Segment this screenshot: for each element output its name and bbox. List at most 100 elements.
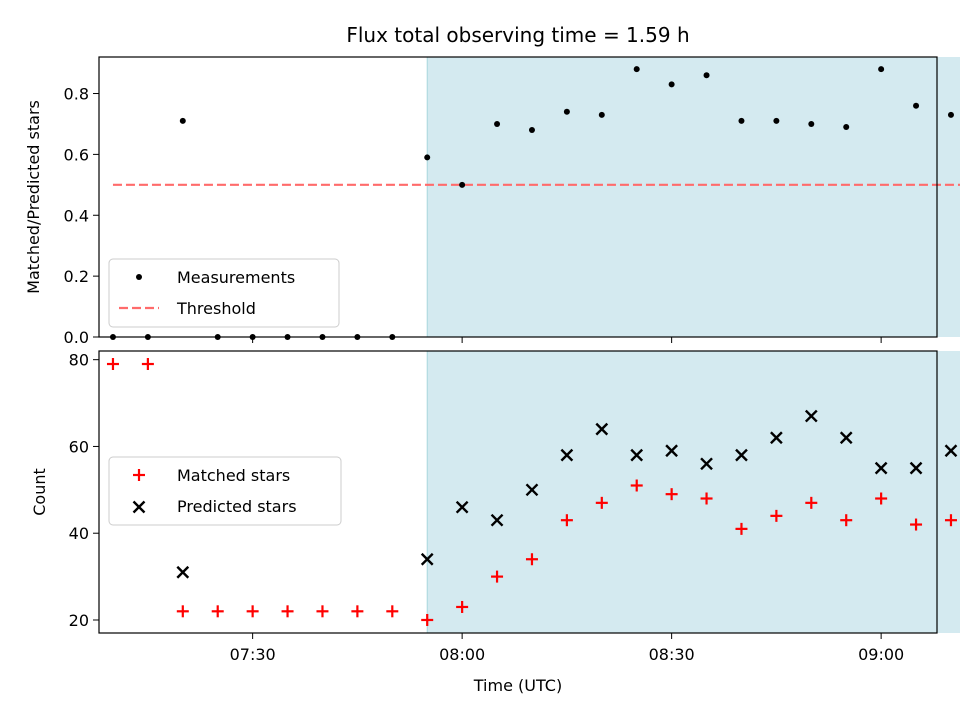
measurement-point bbox=[773, 117, 780, 124]
y-tick-label: 0.6 bbox=[64, 145, 89, 164]
chart-title: Flux total observing time = 1.59 h bbox=[346, 23, 689, 47]
predicted-star-point-b bbox=[595, 422, 609, 436]
top-legend-box bbox=[108, 258, 340, 328]
x-axis-label: Time (UTC) bbox=[473, 676, 562, 695]
matched-star-point bbox=[141, 358, 154, 371]
predicted-star-point bbox=[944, 444, 958, 458]
predicted-star-point-b bbox=[944, 444, 958, 458]
x-tick-label: 08:00 bbox=[439, 645, 485, 664]
predicted-star-point-b bbox=[455, 500, 469, 514]
matched-star-point bbox=[386, 605, 399, 618]
y-tick-label: 0.2 bbox=[64, 267, 89, 286]
x-tick-label: 08:30 bbox=[649, 645, 695, 664]
predicted-star-point-b bbox=[700, 457, 713, 471]
matched-star-point bbox=[491, 570, 504, 583]
predicted-star-point-b bbox=[560, 448, 574, 462]
predicted-star-point bbox=[665, 444, 678, 458]
matched-star-point bbox=[316, 605, 329, 618]
predicted-star-point-b bbox=[874, 461, 888, 475]
measurement-point bbox=[738, 117, 745, 124]
y-tick-label: 0.8 bbox=[64, 85, 89, 104]
y-tick-label: 60 bbox=[69, 437, 89, 456]
measurement-point bbox=[633, 66, 640, 73]
predicted-star-point bbox=[525, 483, 539, 497]
predicted-star-point bbox=[630, 448, 644, 462]
matched-star-point bbox=[281, 605, 294, 618]
predicted-star-point bbox=[735, 448, 748, 462]
predicted-star-point bbox=[420, 552, 434, 566]
top-panel: 0.0 0.2 0.4 0.6 0.8 Matched/Predicted stars Me… bbox=[24, 56, 960, 347]
measurement-point bbox=[878, 66, 885, 73]
top-legend: Measurements Threshold bbox=[108, 258, 340, 328]
legend-matched-marker bbox=[133, 469, 145, 481]
legend-predicted-label: Predicted stars bbox=[177, 497, 297, 516]
predicted-star-point-b bbox=[735, 448, 748, 462]
predicted-star-point bbox=[560, 448, 574, 462]
matched-star-point bbox=[176, 605, 189, 618]
matched-star-point bbox=[421, 613, 434, 626]
predicted-star-point bbox=[176, 565, 190, 579]
observing-interval-shade bbox=[427, 351, 960, 633]
predicted-star-point-b bbox=[839, 431, 853, 445]
matched-star-point bbox=[560, 514, 573, 527]
matched-star-point bbox=[665, 488, 678, 501]
predicted-star-point-b bbox=[176, 565, 190, 579]
predicted-star-point-b bbox=[770, 431, 783, 445]
predicted-star-point bbox=[490, 513, 504, 527]
legend-matched-label: Matched stars bbox=[177, 466, 290, 485]
legend-measurements-label: Measurements bbox=[177, 268, 295, 287]
predicted-star-point bbox=[874, 461, 888, 475]
predicted-star-point-b bbox=[909, 461, 923, 475]
measurement-point bbox=[563, 108, 570, 115]
matched-star-point bbox=[351, 605, 364, 618]
bottom-plot-frame bbox=[98, 350, 938, 634]
matched-star-point bbox=[211, 605, 224, 618]
matched-star-point bbox=[525, 553, 538, 566]
matched-star-point bbox=[910, 518, 923, 531]
predicted-star-point-b bbox=[630, 448, 644, 462]
y-tick-label: 20 bbox=[69, 611, 89, 630]
measurement-point bbox=[843, 124, 850, 130]
predicted-star-point-b bbox=[420, 552, 434, 566]
observing-interval-shade bbox=[427, 57, 960, 337]
top-plot-frame bbox=[98, 56, 938, 338]
y-tick-label: 0.4 bbox=[64, 206, 89, 225]
legend-predicted-marker-b bbox=[132, 500, 146, 514]
predicted-star-point-b bbox=[804, 409, 818, 423]
matched-star-point bbox=[770, 509, 783, 522]
y-axis-label: Matched/Predicted stars bbox=[24, 100, 43, 294]
matched-star-point bbox=[106, 358, 119, 371]
y-tick-label: 0.0 bbox=[64, 328, 89, 347]
predicted-star-point bbox=[595, 422, 609, 436]
predicted-star-point-b bbox=[665, 444, 678, 458]
measurement-point bbox=[179, 117, 186, 124]
matched-star-point bbox=[246, 605, 259, 618]
measurement-point bbox=[424, 154, 431, 161]
legend-measurement-marker bbox=[136, 274, 142, 280]
predicted-star-point bbox=[455, 500, 469, 514]
bottom-legend: Matched stars Predicted stars bbox=[108, 456, 342, 526]
matched-star-point bbox=[875, 492, 888, 505]
measurement-point bbox=[528, 127, 535, 134]
predicted-star-point bbox=[909, 461, 923, 475]
predicted-star-point bbox=[700, 457, 713, 471]
measurement-point bbox=[913, 102, 920, 109]
x-tick-label: 09:00 bbox=[858, 645, 904, 664]
matched-star-point bbox=[595, 496, 608, 509]
measurement-point bbox=[668, 81, 675, 88]
measurement-point bbox=[703, 72, 710, 79]
bottom-panel: 2040608007:3008:0008:3009:0009:30CountTi… bbox=[30, 350, 960, 695]
predicted-star-point bbox=[804, 409, 818, 423]
predicted-star-point-b bbox=[525, 483, 539, 497]
y-tick-label: 40 bbox=[69, 524, 89, 543]
legend-predicted-marker bbox=[132, 500, 146, 514]
measurement-point bbox=[808, 120, 815, 127]
predicted-star-point-b bbox=[490, 513, 504, 527]
matched-star-point bbox=[456, 600, 469, 613]
predicted-star-point bbox=[770, 431, 783, 445]
measurement-point bbox=[947, 111, 954, 118]
matched-star-point bbox=[735, 522, 748, 535]
matched-star-point bbox=[840, 514, 853, 527]
matched-star-point bbox=[944, 514, 957, 527]
matched-star-point bbox=[700, 492, 713, 505]
